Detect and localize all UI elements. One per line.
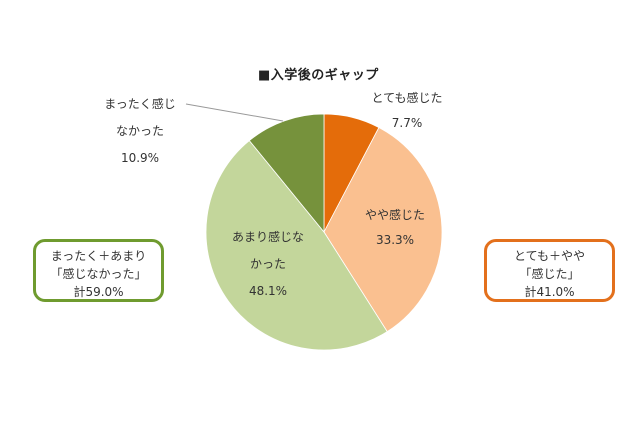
label-totemo: とても感じた 7.7%	[362, 86, 452, 136]
label-value: 33.3%	[375, 233, 415, 247]
label-amari: あまり感じな かった 48.1%	[218, 224, 318, 305]
box-total: 計41.0%	[524, 285, 575, 299]
label-yaya: やや感じた 33.3%	[345, 203, 445, 253]
label-text: あまり感じな	[231, 230, 304, 244]
leader-line	[185, 103, 284, 122]
label-value: 48.1%	[248, 284, 288, 298]
label-text: かった	[249, 257, 286, 271]
label-text: なかった	[115, 124, 164, 138]
pie-slice	[248, 113, 325, 234]
label-mattaku: まったく感じ なかった 10.9%	[95, 91, 185, 172]
label-value: 7.7%	[391, 116, 423, 130]
pie-slice	[323, 127, 443, 333]
box-total: 計59.0%	[73, 285, 124, 299]
label-text: やや感じた	[364, 208, 425, 222]
box-text: まったく＋あまり	[50, 249, 147, 263]
box-text: 「感じた」	[519, 267, 580, 281]
label-text: とても感じた	[371, 91, 443, 105]
box-text: 「感じなかった」	[50, 267, 147, 281]
box-text: とても＋やや	[513, 249, 586, 263]
positive-total-box: とても＋やや 「感じた」 計41.0%	[484, 239, 615, 302]
label-text: まったく感じ	[104, 97, 176, 111]
label-value: 10.9%	[120, 151, 160, 165]
pie-slice	[205, 140, 388, 351]
chart-title: ■入学後のギャップ	[258, 68, 379, 83]
negative-total-box: まったく＋あまり 「感じなかった」 計59.0%	[33, 239, 164, 302]
